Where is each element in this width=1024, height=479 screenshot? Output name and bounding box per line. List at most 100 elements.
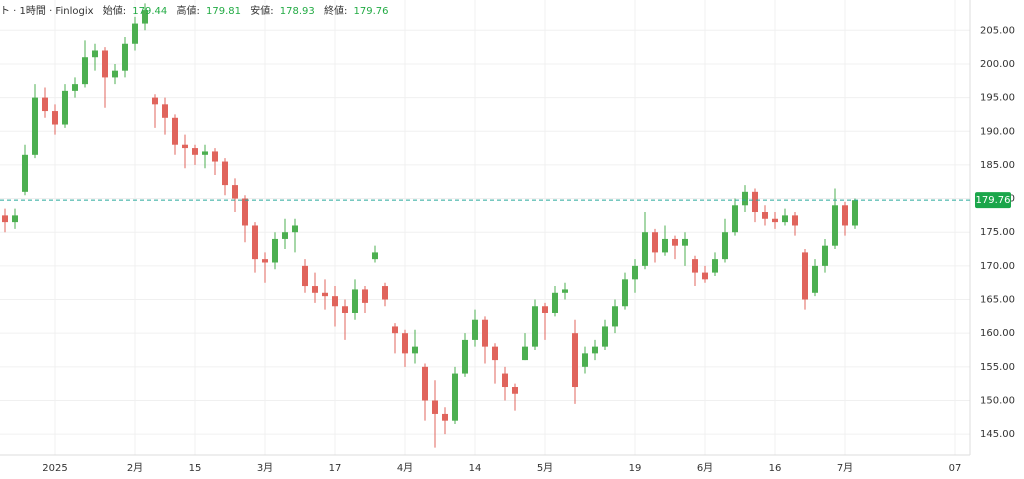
grid [0,0,970,455]
candle-body [602,326,608,347]
candle-body [652,232,658,253]
last-price-box [975,192,1011,209]
x-tick-label: 4月 [397,462,413,474]
candle-body [512,387,518,394]
open-label: 始値: [103,4,126,17]
candle-body [772,218,778,223]
candle-body [152,97,158,105]
x-tick-label: 5月 [537,462,553,474]
last-price-label: 179.76 [976,195,1011,206]
candle-body [112,70,118,78]
candle-body [572,333,578,388]
candle-body [102,50,108,78]
y-tick-label: 185.00 [980,160,1015,171]
candle-body [812,265,818,293]
candle-body [342,306,348,313]
candle-body [582,353,588,367]
x-tick-label: 2月 [127,462,143,474]
candle-body [222,161,228,186]
y-tick-label: 190.00 [980,126,1015,137]
x-tick-label: 19 [629,463,642,474]
x-tick-label: 16 [769,463,782,474]
candle-body [542,306,548,313]
candle-body [532,306,538,347]
candle-body [592,346,598,354]
candle-body [32,97,38,155]
candle-body [242,198,248,226]
candle-body [682,238,688,246]
y-tick-label: 165.00 [980,295,1015,306]
candle-body [272,238,278,263]
candle-body [672,238,678,246]
candle-body [162,104,168,118]
candle-body [762,212,768,219]
x-tick-label: 14 [469,463,482,474]
x-tick-label: 3月 [257,462,273,474]
candle-body [782,215,788,223]
candle-body [462,339,468,374]
candle-body [262,259,268,263]
candle-body [712,259,718,273]
candle-body [142,10,148,24]
candle-body [82,57,88,85]
candle-body [442,413,448,421]
x-tick-label: 6月 [697,462,713,474]
candle-body [622,279,628,307]
candle-body [552,292,558,313]
close-label: 終値: [324,4,347,17]
candle-body [252,225,258,260]
candle-body [522,346,528,361]
y-tick-label: 155.00 [980,362,1015,373]
open-value: 179.44 [132,6,167,17]
candle-body [702,272,708,280]
candle-body [122,43,128,71]
candle-body [42,97,48,112]
header: ト · 1時間 · Finlogix 始値: 179.44 高値: 179.81… [0,4,389,17]
x-tick-label: 2025 [42,463,67,474]
candle-body [312,286,318,293]
candle-body [202,151,208,155]
candle-body [752,191,758,213]
candle-body [322,292,328,297]
candle-body [372,252,378,260]
candle-body [72,84,78,91]
y-tick-label: 200.00 [980,59,1015,70]
candle-body [492,346,498,361]
candle-body [232,185,238,199]
high-value: 179.81 [206,6,241,17]
candle-body [352,289,358,313]
low-label: 安値: [250,4,273,17]
candle-body [632,265,638,280]
y-tick-label: 205.00 [980,25,1015,36]
candle-body [52,111,58,125]
candle-body [392,326,398,334]
high-label: 高値: [176,4,199,17]
candle-body [302,265,308,287]
candle-body [132,23,138,44]
candle-body [182,144,188,149]
candle-body [502,373,508,388]
x-tick-label: 17 [329,463,342,474]
candle-body [292,225,298,233]
candle-body [822,245,828,266]
y-tick-label: 195.00 [980,93,1015,104]
candle-body [92,50,98,58]
y-tick-label: 150.00 [980,395,1015,406]
close-value: 179.76 [354,6,389,17]
plot [2,3,858,448]
candle-body [422,366,428,401]
candle-body [612,306,618,327]
candle-body [402,333,408,354]
candle-body [482,319,488,347]
candle-body [432,400,438,414]
candle-body [642,232,648,266]
x-tick-label: 7月 [837,462,853,474]
candle-body [332,296,338,307]
y-tick-label: 175.00 [980,227,1015,238]
candle-body [692,259,698,273]
x-tick-label: 15 [189,463,202,474]
candle-body [22,154,28,192]
candle-body [412,346,418,354]
y-tick-label: 160.00 [980,328,1015,339]
